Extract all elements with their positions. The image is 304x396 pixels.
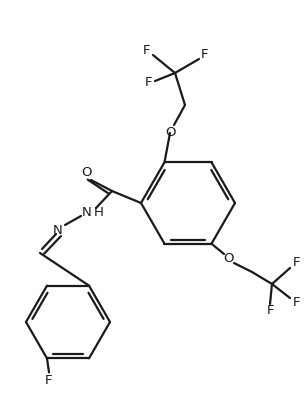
Text: F: F	[144, 76, 152, 89]
Text: F: F	[201, 48, 209, 61]
Text: N: N	[53, 223, 63, 236]
Text: F: F	[293, 297, 301, 310]
Text: H: H	[94, 206, 104, 219]
Text: F: F	[293, 257, 301, 270]
Text: F: F	[45, 374, 53, 387]
Text: F: F	[266, 305, 274, 318]
Text: O: O	[81, 166, 91, 179]
Text: O: O	[223, 251, 233, 265]
Text: F: F	[143, 44, 151, 57]
Text: N: N	[82, 206, 92, 219]
Text: O: O	[165, 126, 175, 139]
